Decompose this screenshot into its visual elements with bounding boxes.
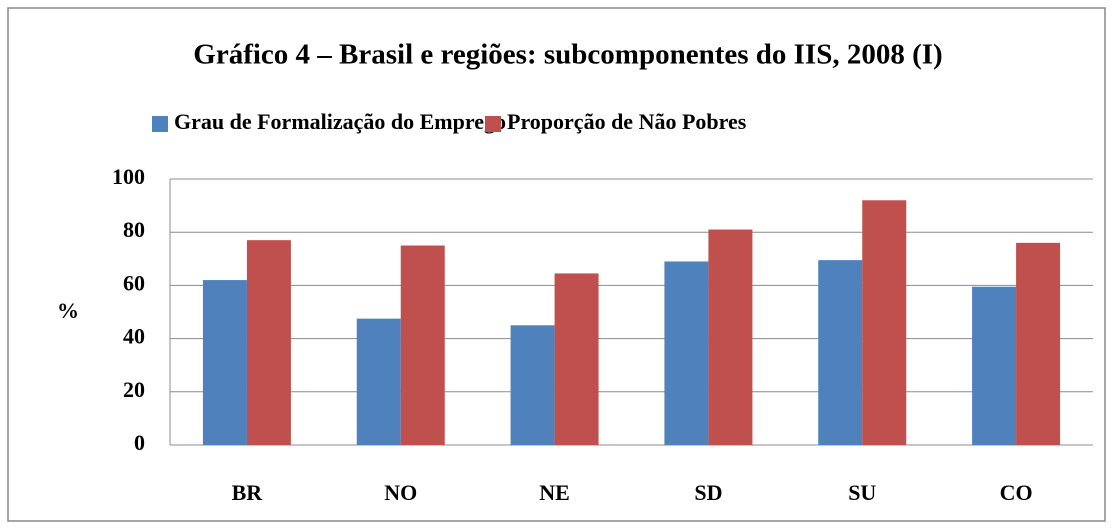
y-axis-label: %	[57, 298, 79, 323]
bar	[972, 286, 1017, 445]
y-tick-label: 80	[123, 217, 145, 242]
bar	[1016, 242, 1061, 445]
legend-swatch	[152, 116, 168, 132]
bar	[356, 318, 401, 445]
y-tick-label: 40	[123, 324, 145, 349]
bar	[862, 200, 907, 445]
legend-label: Proporção de Não Pobres	[507, 109, 747, 134]
x-tick-label: NE	[539, 480, 570, 505]
x-tick-label: SD	[694, 480, 722, 505]
x-tick-label: SU	[848, 480, 876, 505]
bar	[202, 280, 247, 445]
y-tick-label: 0	[134, 430, 145, 455]
legend-label: Grau de Formalização do Emprego	[174, 109, 506, 134]
legend-swatch	[485, 116, 501, 132]
x-tick-label: CO	[1000, 480, 1033, 505]
y-tick-label: 20	[123, 377, 145, 402]
x-tick-label: NO	[384, 480, 417, 505]
x-tick-label: BR	[232, 480, 264, 505]
bar	[664, 261, 709, 445]
bar	[708, 229, 753, 445]
chart-title: Gráfico 4 – Brasil e regiões: subcompone…	[193, 39, 942, 71]
y-tick-label: 60	[123, 270, 145, 295]
bar	[818, 260, 863, 445]
bar	[246, 240, 291, 445]
bar	[510, 325, 555, 445]
y-tick-label: 100	[112, 164, 145, 189]
bar	[400, 245, 445, 445]
bar	[554, 273, 599, 445]
